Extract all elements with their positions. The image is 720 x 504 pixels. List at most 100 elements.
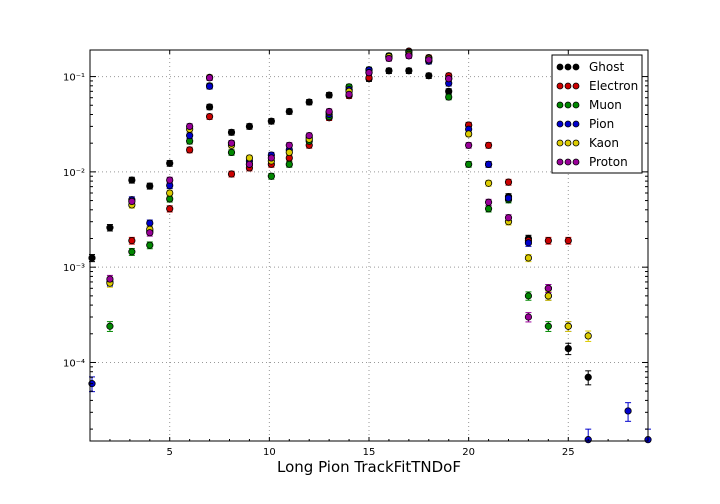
data-point-electron — [504, 178, 513, 186]
data-point-muon — [227, 148, 236, 157]
y-tick-label: 10⁻³ — [63, 263, 85, 274]
legend-marker — [572, 139, 580, 147]
data-point-ghost — [106, 224, 114, 232]
data-point-proton — [166, 176, 174, 184]
legend-marker — [564, 139, 572, 147]
data-point-ghost — [564, 344, 572, 353]
data-point-proton — [325, 107, 333, 116]
data-point-muon — [524, 292, 533, 300]
legend-label-electron: Electron — [589, 79, 638, 93]
data-point-proton — [484, 198, 493, 206]
data-point-electron — [186, 146, 194, 154]
legend-marker — [564, 158, 572, 166]
data-point-kaon — [564, 322, 572, 330]
legend-label-muon: Muon — [589, 98, 622, 112]
data-point-kaon — [544, 292, 552, 300]
data-point-kaon — [484, 179, 493, 187]
legend-marker — [572, 158, 580, 166]
data-point-proton — [385, 54, 393, 63]
legend-marker — [572, 120, 580, 128]
y-tick-label: 10⁻¹ — [63, 73, 85, 84]
data-point-kaon — [285, 148, 293, 157]
data-point-proton — [365, 69, 373, 77]
data-points — [88, 47, 652, 444]
data-point-proton — [267, 154, 275, 162]
data-point-ghost — [385, 67, 393, 75]
data-point-ghost — [267, 117, 275, 125]
data-point-ghost — [405, 67, 413, 75]
legend-box — [551, 54, 643, 174]
data-point-ghost — [205, 103, 214, 111]
data-point-ghost — [584, 373, 592, 381]
axis-ticks: 5 10 15 20 25 10⁻⁴ 10⁻³ 10⁻² 10⁻¹ — [63, 50, 649, 458]
data-point-kaon — [524, 254, 533, 262]
data-point-electron — [227, 170, 236, 178]
data-point-pion — [624, 407, 632, 415]
data-point-muon — [106, 322, 114, 330]
data-point-electron — [564, 237, 572, 245]
data-point-proton — [245, 160, 254, 168]
data-point-kaon — [465, 130, 473, 138]
data-point-proton — [544, 284, 552, 292]
legend-marker — [556, 158, 564, 166]
data-point-electron — [544, 237, 552, 245]
data-point-ghost — [227, 128, 236, 136]
data-point-muon — [465, 160, 473, 168]
legend-marker — [556, 139, 564, 147]
legend-marker — [556, 120, 564, 128]
data-point-pion — [146, 219, 154, 227]
data-point-proton — [405, 52, 413, 60]
data-point-muon — [285, 160, 293, 168]
data-point-kaon — [584, 332, 592, 340]
data-point-pion — [205, 82, 214, 90]
data-point-muon — [166, 195, 174, 203]
data-point-proton — [146, 229, 154, 237]
data-point-ghost — [285, 107, 293, 116]
legend: Ghost Electron Muon Pion Kaon Proton — [551, 54, 643, 174]
legend-marker — [564, 120, 572, 128]
legend-marker — [572, 63, 580, 71]
data-point-kaon — [245, 154, 254, 162]
data-point-proton — [186, 122, 194, 130]
data-point-proton — [106, 275, 114, 283]
x-axis-label: Long Pion TrackFitTNDoF — [277, 458, 461, 476]
data-point-proton — [285, 141, 293, 149]
y-tick-label: 10⁻² — [63, 168, 85, 179]
data-point-muon — [146, 241, 154, 249]
data-point-proton — [524, 313, 533, 321]
legend-marker — [564, 82, 572, 90]
data-point-muon — [445, 93, 453, 101]
data-point-ghost — [305, 98, 313, 106]
data-point-electron — [128, 237, 136, 245]
data-point-pion — [504, 194, 513, 202]
x-tick-label: 25 — [562, 447, 575, 458]
legend-marker — [556, 101, 564, 109]
legend-marker — [564, 101, 572, 109]
data-point-muon — [544, 322, 552, 330]
data-point-ghost — [425, 72, 433, 80]
data-point-kaon — [166, 189, 174, 197]
x-tick-label: 5 — [167, 447, 173, 458]
legend-marker — [556, 82, 564, 90]
data-point-proton — [504, 214, 513, 222]
data-point-muon — [267, 172, 275, 180]
data-point-ghost — [128, 176, 136, 184]
data-point-proton — [345, 90, 353, 98]
data-point-ghost — [325, 91, 333, 99]
data-point-pion — [524, 239, 533, 247]
data-point-proton — [205, 74, 214, 82]
data-point-muon — [128, 248, 136, 256]
data-point-electron — [484, 141, 493, 149]
data-point-pion — [186, 132, 194, 140]
data-point-proton — [445, 75, 453, 83]
legend-marker — [564, 63, 572, 71]
data-point-proton — [465, 141, 473, 149]
legend-label-ghost: Ghost — [589, 60, 624, 74]
data-point-ghost — [245, 122, 254, 130]
data-point-muon — [484, 205, 493, 213]
legend-marker — [572, 101, 580, 109]
x-tick-label: 15 — [363, 447, 376, 458]
legend-label-proton: Proton — [589, 155, 628, 169]
x-tick-label: 20 — [462, 447, 475, 458]
